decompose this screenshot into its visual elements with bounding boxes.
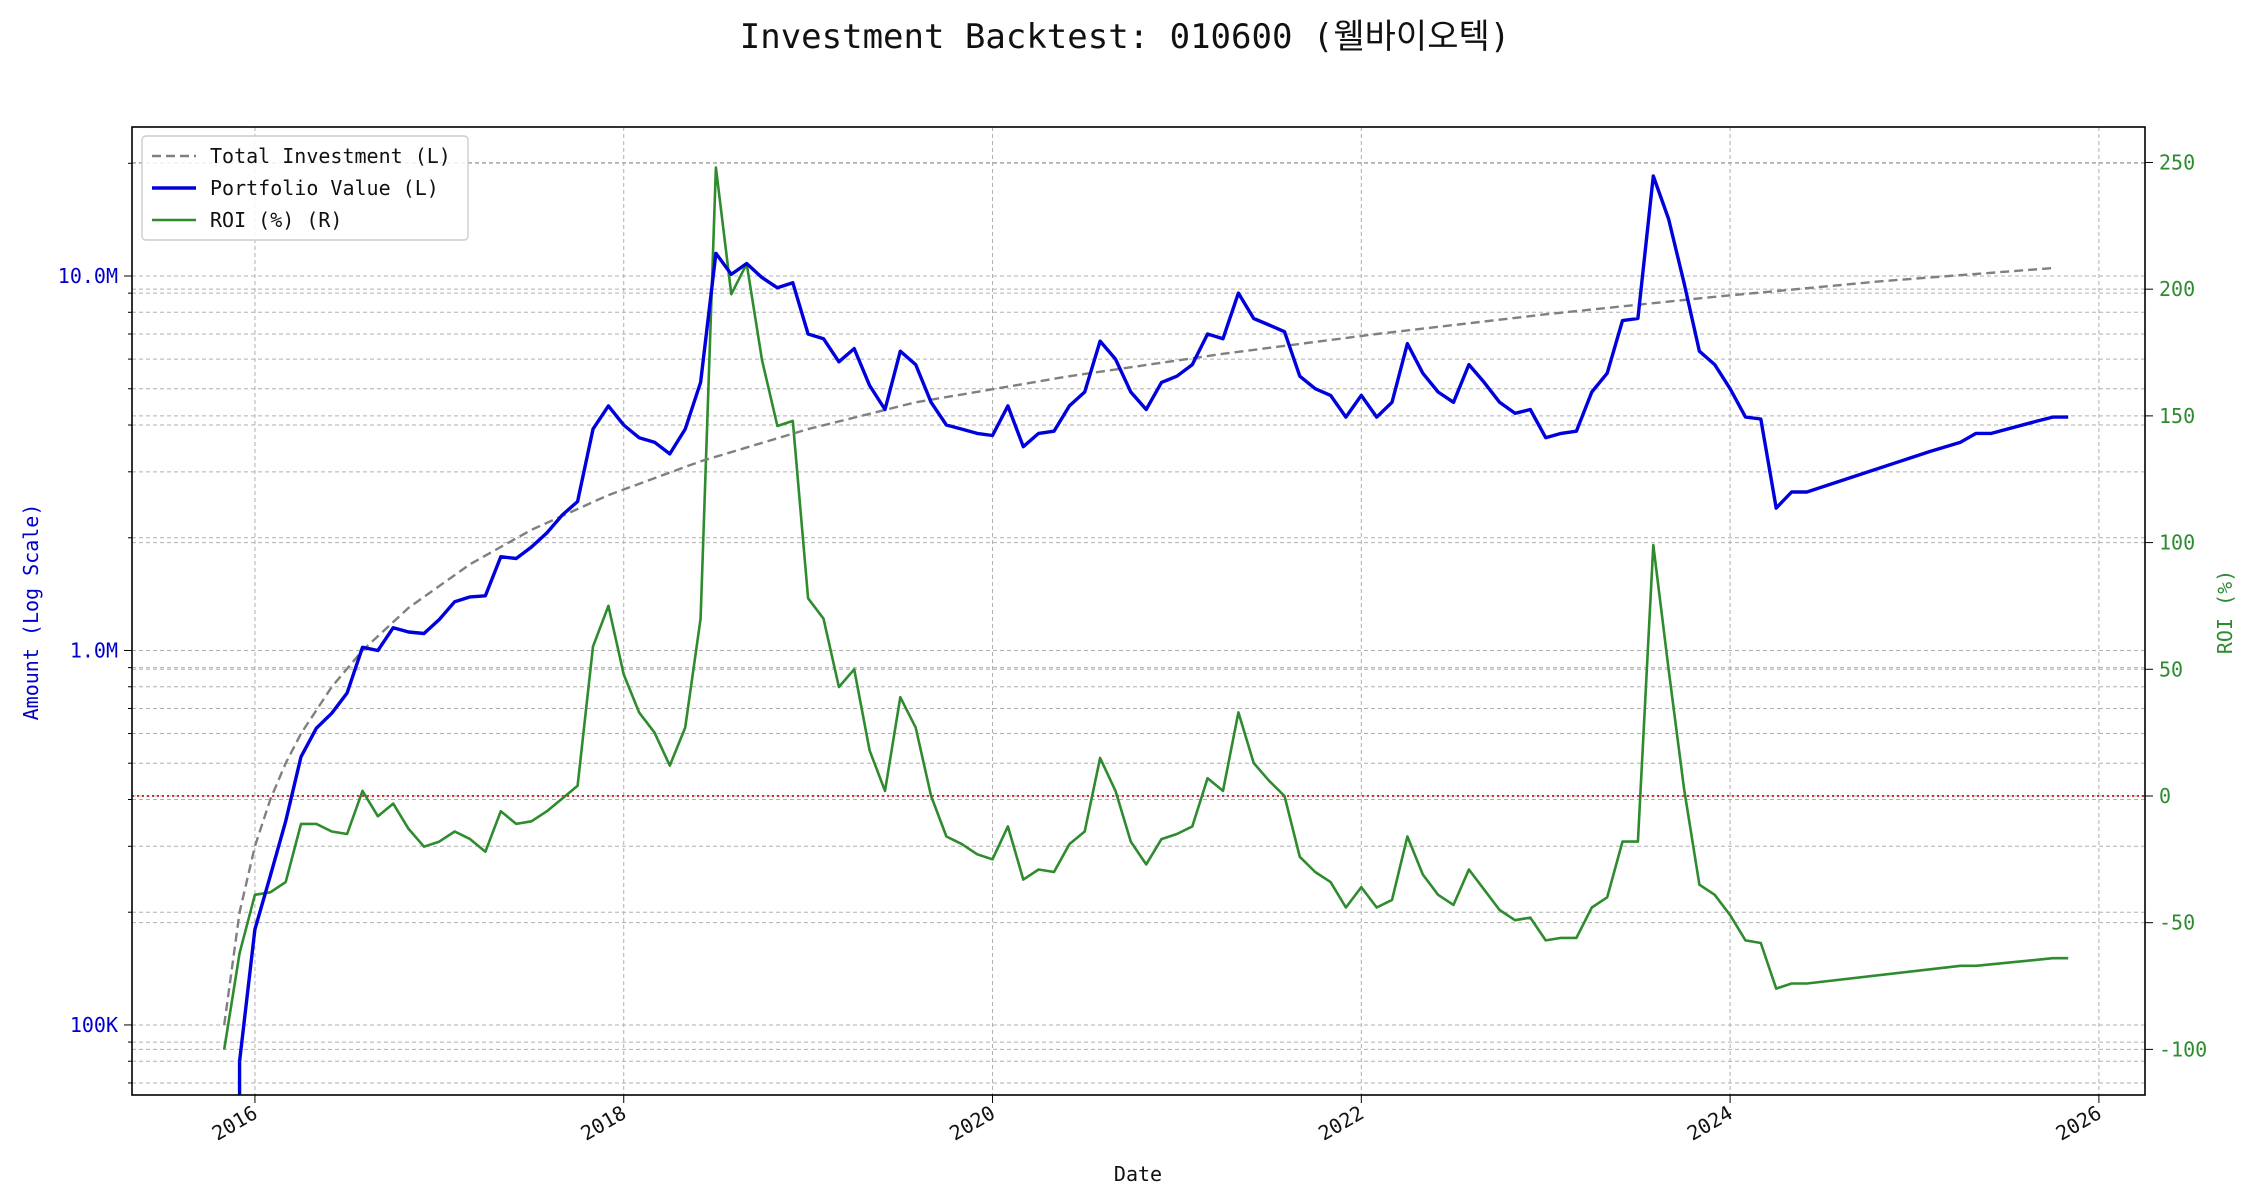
series-line-1 <box>237 174 2069 1062</box>
y-axis-right-label: ROI (%) <box>2213 570 2237 654</box>
legend-box <box>141 135 469 241</box>
series-line-2 <box>222 166 2069 1050</box>
legend-label: ROI (%) (R) <box>210 208 342 232</box>
y-right-tick-label: 150 <box>2159 404 2195 428</box>
y-right-tick-label: 250 <box>2159 150 2195 174</box>
series-line-0 <box>223 266 2053 1026</box>
y-right-tick-label: -100 <box>2159 1037 2207 1061</box>
y-axis-left-label: Amount (Log Scale) <box>19 504 43 721</box>
plot-frame <box>131 126 2146 1096</box>
y-left-tick-label: 100K <box>70 1013 118 1037</box>
chart-title: Investment Backtest: 010600 (웰바이오텍) <box>740 17 1511 57</box>
y-right-tick-label: 50 <box>2159 657 2183 681</box>
y-right-tick-label: 100 <box>2159 531 2195 555</box>
y-left-tick-label: 1.0M <box>70 638 118 662</box>
series-group <box>222 166 2069 1095</box>
legend: Total Investment (L) Portfolio Value (L) R… <box>141 135 469 241</box>
legend-label: Total Investment (L) <box>210 144 451 168</box>
y-right-tick-label: 0 <box>2159 784 2171 808</box>
y-right-tick-label: -50 <box>2159 911 2195 935</box>
y-right-tick-label: 200 <box>2159 277 2195 301</box>
y-left-tick-label: 10.0M <box>58 264 118 288</box>
legend-label: Portfolio Value (L) <box>210 176 439 200</box>
grid <box>132 127 2145 1095</box>
x-axis-label: Date <box>1114 1162 1162 1186</box>
